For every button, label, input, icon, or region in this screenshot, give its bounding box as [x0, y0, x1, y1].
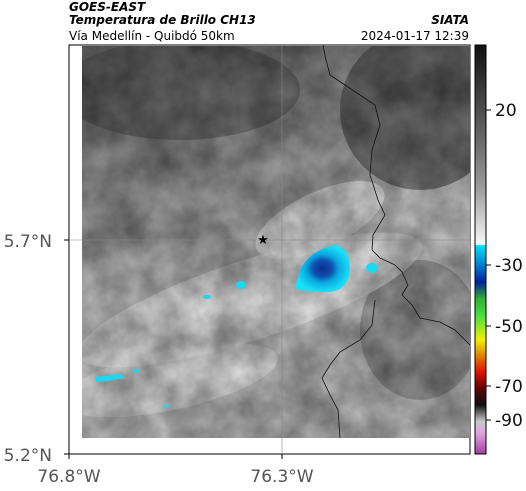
- x-tick-label: 76.3°W: [250, 467, 313, 487]
- agency-label: GOES-EAST: [69, 0, 146, 14]
- satellite-image: [82, 46, 470, 438]
- y-tick-label: 5.7°N: [4, 232, 52, 252]
- colorbar-label: -70: [495, 377, 523, 397]
- center-label: SIATA: [431, 13, 469, 27]
- cold-cloud-core: [295, 245, 350, 292]
- star-icon: ★: [257, 233, 269, 248]
- datetime-label: 2024-01-17 12:39: [360, 29, 469, 43]
- x-tick-label: 76.8°W: [37, 467, 100, 487]
- department-boundary: [322, 44, 471, 346]
- colorbar: [474, 44, 487, 455]
- colorbar-label: -50: [495, 317, 523, 337]
- colorbar-label: -30: [495, 256, 523, 276]
- region-label: Vía Medellín - Quibdó 50km: [69, 29, 235, 43]
- y-tick-label: 5.2°N: [4, 446, 52, 466]
- colorbar-label: -90: [495, 411, 523, 431]
- colorbar-label: 20: [495, 101, 517, 121]
- municipal-boundary: [321, 299, 376, 439]
- product-title: Temperatura de Brillo CH13: [69, 13, 256, 27]
